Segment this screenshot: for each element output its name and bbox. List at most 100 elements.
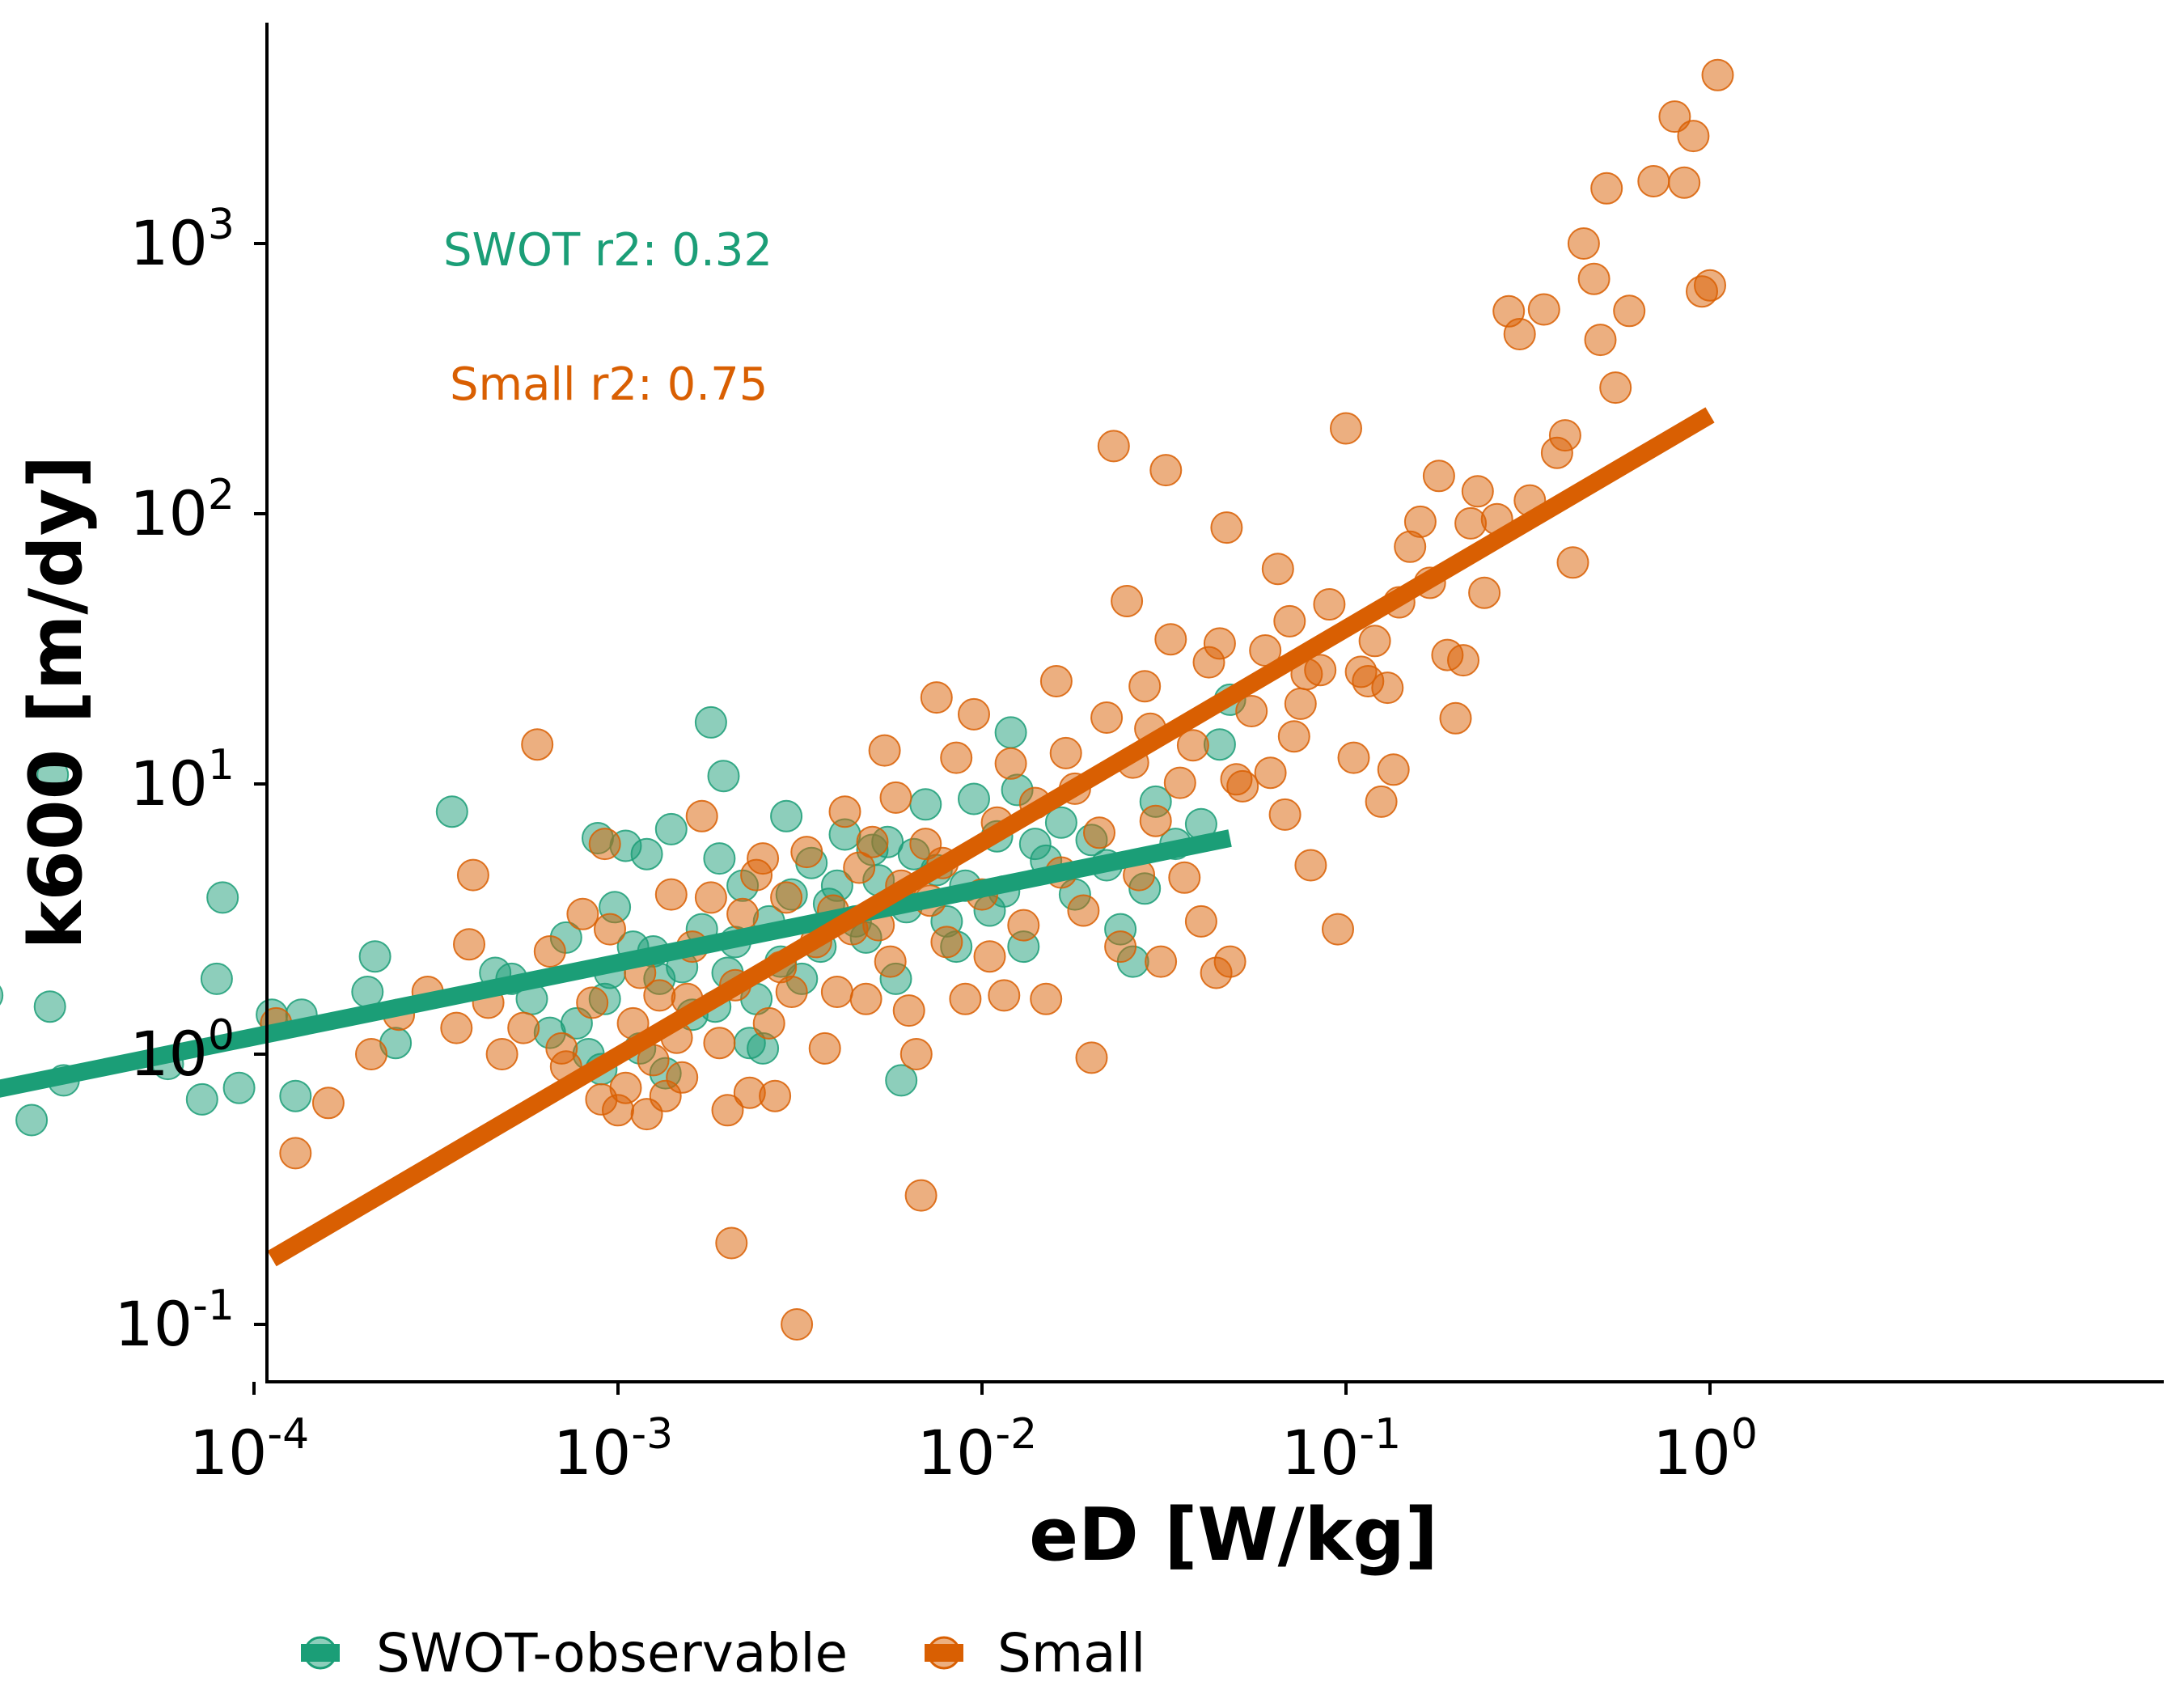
small-point-117	[1261, 553, 1294, 586]
small-point-47	[770, 881, 803, 914]
swot-observable-point-78	[994, 716, 1027, 749]
swot-observable-point-43	[707, 760, 740, 793]
small-point-72	[930, 926, 963, 959]
small-point-27	[643, 979, 676, 1012]
small-point-20	[594, 913, 626, 946]
small-point-110	[1210, 511, 1243, 544]
small-point-74	[949, 982, 982, 1015]
small-point-57	[843, 851, 876, 884]
small-point-106	[1184, 904, 1217, 938]
swot-observable-point-83	[1044, 806, 1077, 839]
small-point-104	[1168, 861, 1201, 894]
small-point-120	[1277, 720, 1310, 753]
small-point-124	[1304, 654, 1337, 687]
swot-observable-point-52	[770, 799, 803, 832]
swot-observable-point-74	[958, 782, 990, 815]
small-point-2	[311, 1087, 345, 1120]
small-point-119	[1273, 604, 1306, 638]
small-point-65	[892, 994, 925, 1027]
small-point-62	[874, 945, 907, 978]
small-point-38	[715, 1226, 748, 1260]
small-point-101	[1149, 454, 1183, 487]
small-point-148	[1503, 318, 1536, 350]
small-point-40	[726, 897, 760, 930]
legend-swot-label: SWOT-observable	[376, 1622, 848, 1684]
x-axis-title: eD [W/kg]	[1029, 1493, 1438, 1578]
swot-observable-point-14	[358, 940, 392, 973]
y-axis-title: k600 [m/dy]	[14, 455, 99, 949]
small-point-80	[994, 747, 1027, 780]
small-point-17	[576, 986, 609, 1019]
x-tick-label-3: 10-1	[1281, 1410, 1402, 1489]
annotation-swot-r2: SWOT r2: 0.32	[443, 224, 772, 277]
small-point-152	[1548, 419, 1581, 452]
x-tick-label-0: 10-4	[189, 1410, 310, 1489]
small-point-67	[904, 1179, 938, 1212]
small-point-100	[1145, 945, 1178, 978]
small-point-92	[1097, 430, 1130, 463]
small-point-81	[1007, 909, 1040, 942]
small-point-16	[566, 897, 599, 930]
small-point-8	[456, 858, 489, 892]
small-point-19	[588, 828, 621, 861]
small-point-132	[1365, 785, 1398, 818]
y-tick-label-0: 10-1	[114, 1281, 235, 1360]
small-point-44	[752, 1006, 785, 1040]
legend: SWOT-observable Small	[301, 1622, 1145, 1684]
small-point-118	[1268, 798, 1302, 831]
small-point-114	[1235, 695, 1268, 727]
small-point-66	[899, 1038, 933, 1070]
small-point-150	[1527, 293, 1560, 326]
small-point-7	[453, 928, 485, 961]
small-point-142	[1447, 644, 1479, 677]
x-tick-label-2: 10-2	[917, 1410, 1038, 1489]
small-point-45	[759, 1079, 792, 1112]
small-point-157	[1590, 172, 1623, 205]
swot-observable-point-1	[15, 1104, 49, 1137]
small-point-59	[856, 825, 889, 858]
small-point-116	[1254, 756, 1287, 790]
y-tick-label-2: 101	[129, 741, 235, 820]
small-point-31	[666, 1061, 699, 1094]
legend-item-swot-observable[interactable]: SWOT-observable	[301, 1622, 848, 1684]
annotation-small-r2: Small r2: 0.75	[450, 358, 768, 411]
small-point-155	[1577, 262, 1610, 295]
small-fit-line	[267, 407, 1715, 1267]
small-point-159	[1613, 294, 1646, 328]
small-point-75	[958, 697, 990, 731]
small-point-3	[355, 1038, 387, 1070]
small-point-35	[694, 881, 727, 914]
small-point-29	[654, 878, 688, 911]
small-point-83	[1030, 982, 1063, 1015]
small-point-49	[781, 1308, 814, 1341]
small-point-97	[1128, 670, 1162, 703]
small-point-50	[790, 836, 823, 869]
legend-item-small[interactable]: Small	[925, 1622, 1145, 1684]
small-point-10	[485, 1038, 518, 1070]
y-tick-label-4: 103	[129, 201, 235, 279]
small-point-79	[988, 979, 1021, 1012]
small-point-165	[1694, 269, 1726, 302]
small-point-73	[940, 741, 973, 774]
small-point-34	[685, 799, 718, 832]
small-point-36	[703, 1027, 736, 1060]
swot-observable-point-0	[0, 985, 4, 1006]
small-point-84	[1039, 665, 1073, 697]
small-point-166	[1701, 58, 1734, 91]
small-point-63	[879, 781, 912, 814]
small-point-128	[1337, 741, 1370, 774]
swot-observable-point-3	[36, 758, 70, 791]
legend-swot-marker-swatch	[303, 1636, 337, 1670]
small-point-127	[1330, 412, 1362, 445]
small-point-153	[1556, 546, 1589, 579]
swot-observable-point-36	[654, 812, 688, 845]
small-point-139	[1422, 460, 1455, 493]
small-point-88	[1067, 894, 1100, 927]
legend-small-marker-swatch	[927, 1636, 961, 1670]
small-point-131	[1358, 625, 1391, 658]
small-point-156	[1584, 324, 1617, 357]
small-point-134	[1377, 753, 1410, 786]
small-point-103	[1163, 766, 1196, 799]
small-point-55	[828, 795, 861, 828]
